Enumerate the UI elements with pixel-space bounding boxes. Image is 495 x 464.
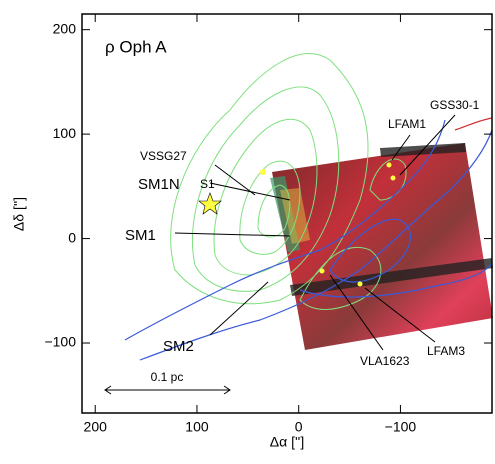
contour (213, 118, 318, 276)
source (390, 175, 396, 181)
map-image (270, 143, 493, 350)
scale-bar-label: 0.1 pc (151, 370, 184, 384)
contour (329, 218, 411, 283)
annotation: GSS30-1 (430, 98, 480, 112)
annotation: S1 (200, 177, 215, 191)
annotation-arrows (104, 114, 456, 395)
annotation: SM2 (163, 338, 194, 355)
source (260, 169, 266, 175)
annotation: VSSG27 (140, 149, 187, 163)
chart-title: ρ Oph A (105, 37, 167, 56)
contour (299, 246, 382, 310)
y-axis-label: Δδ [''] (11, 197, 27, 231)
arrow (399, 114, 456, 176)
y-tick-label: 0 (68, 229, 76, 245)
x-axis-label: Δα [''] (270, 434, 304, 450)
y-tick-label: 200 (53, 20, 77, 36)
false-color-image (272, 143, 493, 350)
arrow (209, 182, 291, 201)
arrow (214, 164, 256, 196)
contour (170, 53, 369, 305)
arrow (174, 232, 291, 237)
s1-star (198, 192, 222, 215)
contour (369, 158, 407, 201)
arrow (364, 287, 436, 343)
annotation: SM1 (125, 227, 156, 244)
contour (139, 129, 493, 361)
source (386, 162, 392, 168)
red-contour (454, 117, 493, 131)
annotation: SM1N (138, 176, 180, 193)
x-tick-label: 200 (84, 419, 108, 435)
contour (124, 119, 446, 341)
x-tick-label: 100 (185, 419, 209, 435)
arrow (329, 274, 384, 351)
blue-contours (124, 119, 493, 361)
x-tick-label: −100 (385, 419, 417, 435)
green-contours (170, 53, 407, 310)
x-tick-label: 0 (295, 419, 303, 435)
y-tick-label: −100 (44, 334, 76, 350)
image-yellow-region (280, 188, 310, 244)
annotation: LFAM3 (427, 344, 465, 358)
annotation: LFAM1 (388, 117, 426, 131)
source-markers (198, 162, 396, 287)
annotation: VLA1623 (360, 354, 410, 368)
plot-frame (81, 13, 493, 414)
arrow (391, 134, 411, 161)
contour (191, 86, 340, 292)
y-tick-label: 100 (53, 125, 77, 141)
contour (257, 184, 291, 238)
contour (239, 160, 301, 255)
scale-bar-arrowheads (104, 385, 231, 395)
source (357, 281, 363, 287)
contour (299, 261, 493, 298)
arrow (209, 281, 269, 336)
image-gap (290, 258, 493, 296)
source (319, 268, 325, 274)
